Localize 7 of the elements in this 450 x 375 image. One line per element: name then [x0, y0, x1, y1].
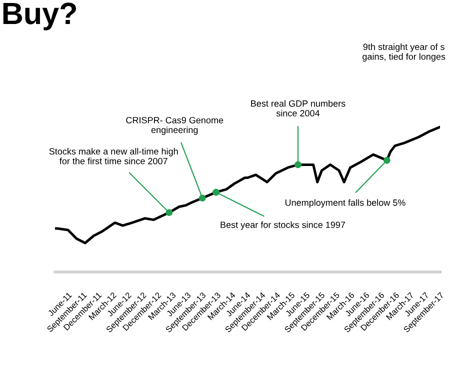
annotation: Stocks make a new all-time high for the first time since 2007 — [49, 148, 178, 164]
annotation: Best year for stocks since 1997 — [220, 221, 346, 230]
text: 9th straight year of s gains, tied for longes — [362, 43, 446, 62]
annotation: Unemployment falls below 5% — [285, 199, 406, 208]
annotation: CRISPR- Cas9 Genome engineering — [126, 116, 224, 135]
annotation: Best real GDP numbers since 2004 — [251, 100, 346, 116]
chart-title: Buy? — [3, 2, 76, 30]
